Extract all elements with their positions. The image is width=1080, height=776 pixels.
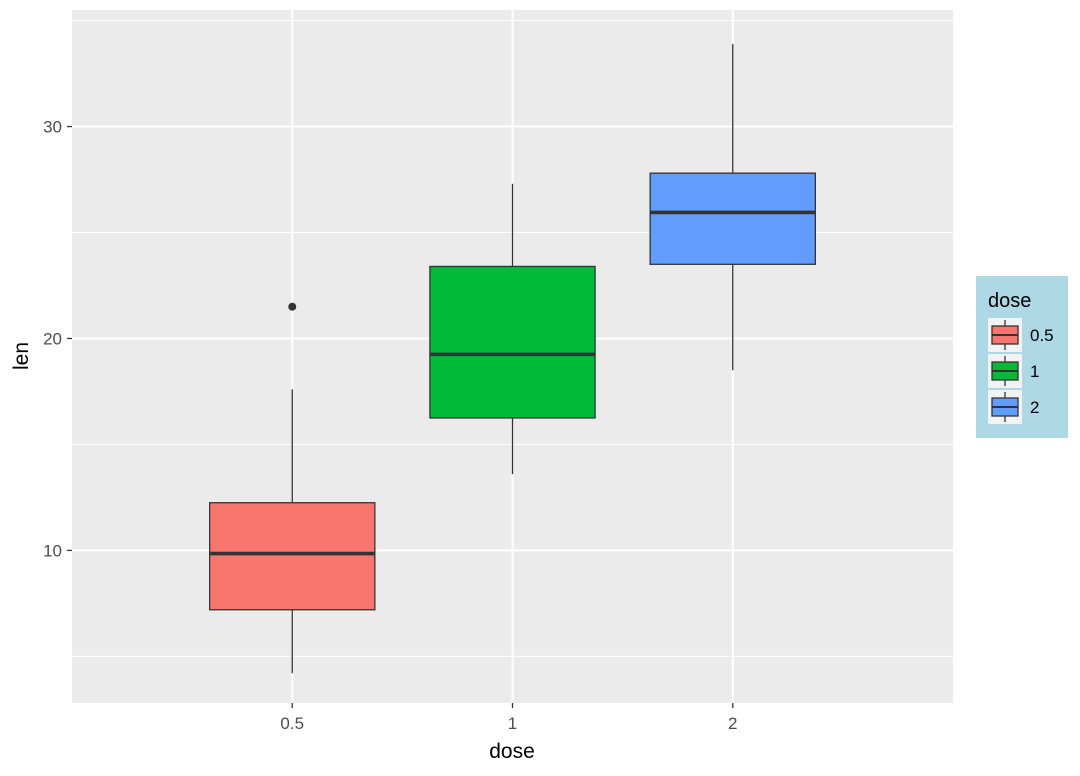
legend-title: dose [988, 290, 1031, 312]
y-axis: 10 20 30 [43, 118, 72, 560]
box-1 [429, 183, 596, 475]
box-body [429, 265, 596, 419]
y-axis-title: len [10, 342, 33, 370]
legend: dose 0.5 1 2 [976, 276, 1068, 438]
outlier-point [288, 302, 297, 311]
box-2 [649, 43, 816, 371]
x-tick-label: 1 [508, 714, 517, 733]
y-tick-label: 30 [43, 118, 62, 137]
legend-label: 1 [1030, 362, 1039, 381]
boxes [209, 43, 816, 674]
x-tick-label: 2 [728, 714, 737, 733]
legend-key-0.5 [988, 318, 1022, 352]
box-body [209, 502, 376, 611]
box-0.5 [209, 302, 376, 674]
legend-label: 2 [1030, 398, 1039, 417]
y-tick-label: 10 [43, 541, 62, 560]
y-tick-label: 20 [43, 329, 62, 348]
x-axis: 0.5 1 2 [280, 703, 737, 733]
legend-key-1 [988, 354, 1022, 388]
x-tick-label: 0.5 [280, 714, 304, 733]
legend-key-2 [988, 390, 1022, 424]
legend-label: 0.5 [1030, 326, 1054, 345]
box-body [649, 172, 816, 265]
x-axis-title: dose [489, 740, 535, 763]
